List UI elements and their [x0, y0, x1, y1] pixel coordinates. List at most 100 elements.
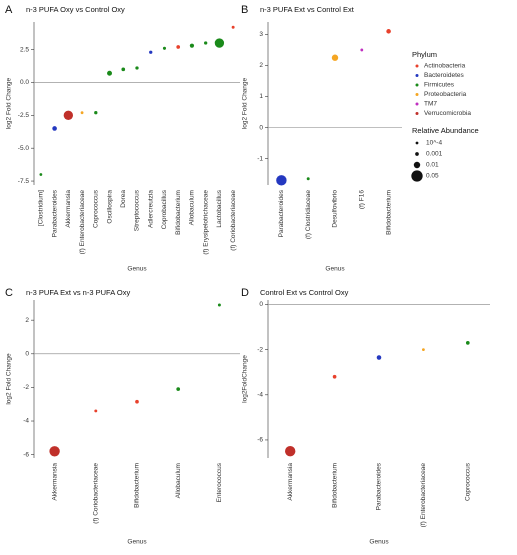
y-tick-label: 0.0	[20, 79, 29, 86]
point	[176, 387, 181, 391]
point	[135, 399, 139, 404]
legend-swatch	[415, 83, 419, 87]
point	[189, 43, 195, 48]
point	[217, 303, 221, 307]
y-tick-label: 2.5	[20, 46, 29, 53]
x-tick-label: (f) Erysipelotrichaceae	[202, 190, 209, 255]
point	[465, 341, 470, 345]
point	[39, 173, 43, 176]
point	[332, 374, 337, 379]
x-tick-label: Oscillospira	[106, 190, 113, 224]
panel-letter: B	[241, 4, 248, 16]
x-tick-label: Akkermansia	[287, 463, 294, 501]
point	[276, 175, 287, 186]
point	[135, 66, 139, 70]
point	[162, 46, 167, 50]
point	[94, 111, 98, 115]
y-tick-label: -2	[23, 384, 29, 391]
y-tick-label: 0	[25, 351, 29, 358]
x-tick-label: (f) Enterobacteriaceae	[79, 190, 86, 255]
x-tick-label: (f) Enterobacteriaceae	[420, 463, 427, 528]
x-tick-label: Coprococcus	[465, 462, 472, 501]
legend-label: Bacteroidetes	[424, 72, 464, 79]
x-tick-label: Bifidobacterium	[134, 463, 141, 508]
x-tick-label: Coprobacillus	[161, 189, 168, 229]
point	[121, 67, 126, 72]
chart-title: n-3 PUFA Ext vs Control Ext	[260, 5, 355, 14]
x-tick-label: (f) Clostridiaceae	[305, 190, 312, 240]
x-tick-label: Akkermansia	[65, 190, 72, 228]
x-tick-label: Adlercreutzia	[147, 190, 154, 228]
y-tick-label: -1	[257, 155, 263, 162]
chart-title: n-3 PUFA Oxy vs Control Oxy	[26, 5, 125, 14]
legend-size	[413, 161, 421, 169]
legend-label: 0.01	[426, 162, 439, 169]
point	[63, 110, 73, 120]
point	[376, 355, 382, 360]
x-tick-label: Dorea	[120, 190, 127, 208]
point	[49, 446, 60, 457]
legend-size	[415, 141, 419, 145]
point	[386, 29, 391, 34]
point	[231, 25, 235, 29]
legend-label: 10^-4	[426, 140, 442, 147]
legend-title: Relative Abundance	[412, 126, 479, 135]
legend-label: Firmicutes	[424, 82, 455, 89]
x-tick-label: Desulfovibrio	[332, 190, 339, 228]
y-axis-label: log2FoldChange	[242, 355, 249, 403]
x-tick-label: (f) F16	[359, 190, 366, 210]
y-tick-label: 0	[259, 301, 263, 308]
y-axis-label: log2 Fold Change	[6, 353, 13, 405]
panel-letter: A	[5, 4, 13, 16]
point	[214, 38, 225, 48]
legend-swatch	[415, 74, 419, 77]
y-tick-label: -2	[257, 346, 263, 353]
legend-swatch	[415, 102, 419, 106]
point	[107, 70, 112, 76]
x-tick-label: Allobaculum	[175, 463, 182, 498]
y-tick-label: 1	[259, 93, 263, 100]
point	[149, 50, 153, 54]
y-tick-label: 2	[259, 62, 263, 69]
legend-swatch	[415, 112, 419, 115]
legend-label: TM7	[424, 101, 437, 108]
x-tick-label: Parabacteroides	[51, 189, 58, 237]
point	[285, 446, 296, 457]
x-tick-label: Bifidobacterium	[331, 463, 338, 508]
legend-swatch	[415, 93, 419, 96]
y-tick-label: -6	[23, 451, 29, 458]
legend-swatch	[415, 64, 419, 68]
y-tick-label: -6	[257, 437, 263, 444]
point	[176, 45, 181, 49]
legend-label: Verrucomicrobia	[424, 110, 471, 117]
x-tick-label: Streptococcus	[134, 189, 141, 231]
legend-label: 0.05	[426, 173, 439, 180]
legend-label: 0.001	[426, 151, 443, 158]
x-axis-label: Genus	[127, 266, 147, 273]
x-tick-label: Parabacteroides	[376, 462, 383, 510]
point	[331, 54, 339, 61]
point	[204, 41, 208, 45]
x-axis-label: Genus	[369, 539, 389, 546]
y-axis-label: log2 Fold Change	[6, 77, 13, 129]
y-tick-label: 2	[25, 317, 29, 324]
point	[94, 409, 98, 413]
y-tick-label: 0	[259, 124, 263, 131]
x-axis-label: Genus	[325, 266, 345, 273]
y-axis-label: log2 Fold Change	[242, 77, 249, 129]
y-tick-label: -4	[257, 392, 263, 399]
legend-label: Actinobacteria	[424, 63, 466, 70]
point	[52, 126, 57, 131]
x-tick-label: Enterococcus	[216, 462, 223, 502]
legend-title: Phylum	[412, 50, 437, 59]
y-tick-label: -4	[23, 418, 29, 425]
x-tick-label: [Clostridium]	[38, 190, 45, 226]
legend-size	[411, 170, 423, 182]
point	[360, 48, 364, 52]
x-tick-label: (f) Coriobacteriaceae	[93, 463, 100, 524]
y-tick-label: -2.5	[18, 112, 30, 119]
y-tick-label: -5.0	[18, 145, 30, 152]
x-tick-label: (f) Coriobacteriaceae	[230, 190, 237, 251]
chart-title: Control Ext vs Control Oxy	[260, 288, 349, 297]
